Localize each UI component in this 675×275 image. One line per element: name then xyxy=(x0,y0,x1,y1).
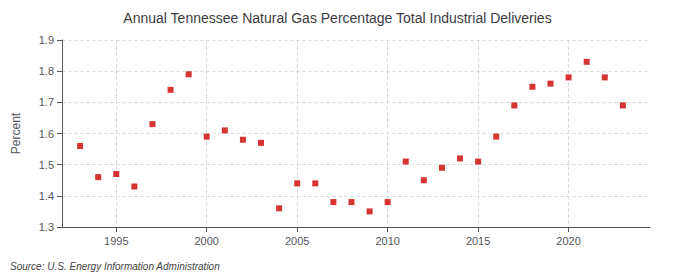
svg-text:1.3: 1.3 xyxy=(39,221,54,233)
svg-text:2010: 2010 xyxy=(375,235,399,247)
svg-text:1.5: 1.5 xyxy=(39,159,54,171)
svg-text:Annual Tennessee Natural Gas P: Annual Tennessee Natural Gas Percentage … xyxy=(123,10,551,26)
svg-text:2015: 2015 xyxy=(466,235,490,247)
svg-text:2000: 2000 xyxy=(194,235,218,247)
svg-text:1.8: 1.8 xyxy=(39,65,54,77)
svg-text:1.9: 1.9 xyxy=(39,34,54,46)
svg-text:2020: 2020 xyxy=(556,235,580,247)
svg-text:1995: 1995 xyxy=(104,235,128,247)
svg-text:Percent: Percent xyxy=(9,112,23,154)
svg-text:1.6: 1.6 xyxy=(39,128,54,140)
svg-text:1.4: 1.4 xyxy=(39,190,54,202)
svg-text:2005: 2005 xyxy=(285,235,309,247)
svg-text:Source: U.S. Energy Informatio: Source: U.S. Energy Information Administ… xyxy=(10,261,220,272)
svg-text:1.7: 1.7 xyxy=(39,96,54,108)
